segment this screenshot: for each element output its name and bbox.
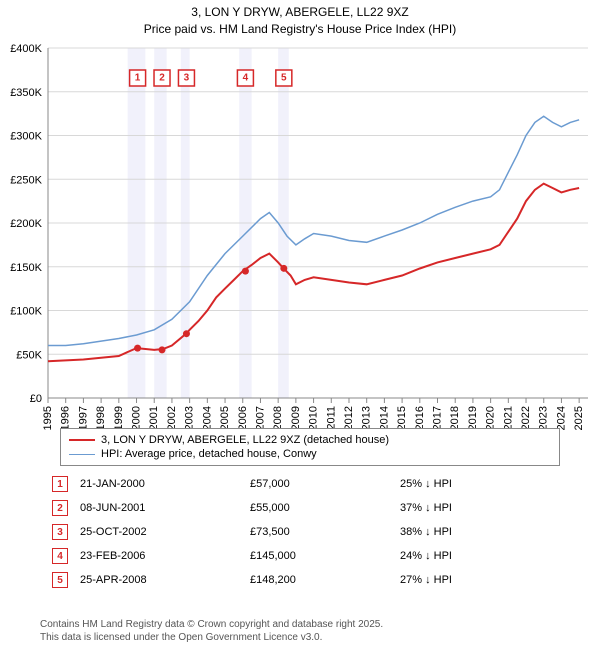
svg-text:2000: 2000 — [131, 406, 143, 430]
svg-text:2011: 2011 — [325, 406, 337, 430]
svg-text:2006: 2006 — [237, 406, 249, 430]
svg-text:2017: 2017 — [432, 406, 444, 430]
legend-swatch — [69, 454, 95, 455]
svg-text:2024: 2024 — [555, 406, 567, 430]
sale-vs-hpi: 27% ↓ HPI — [400, 574, 560, 586]
legend-label: HPI: Average price, detached house, Conw… — [101, 448, 317, 460]
sale-date: 23-FEB-2006 — [80, 550, 250, 562]
svg-text:2013: 2013 — [361, 406, 373, 430]
price-chart: £0 £50K £100K £150K £200K £250K £300K £350K £400… — [0, 38, 600, 458]
sale-date: 08-JUN-2001 — [80, 502, 250, 514]
sale-date: 25-OCT-2002 — [80, 526, 250, 538]
svg-text:£350K: £350K — [10, 86, 42, 98]
svg-text:£400K: £400K — [10, 43, 42, 55]
legend-item: HPI: Average price, detached house, Conw… — [69, 447, 551, 461]
svg-text:5: 5 — [281, 72, 287, 83]
title-line-2: Price paid vs. HM Land Registry's House … — [0, 21, 600, 38]
svg-text:2025: 2025 — [573, 406, 585, 430]
svg-text:£200K: £200K — [10, 218, 42, 230]
legend-swatch — [69, 439, 95, 441]
svg-text:1996: 1996 — [60, 406, 72, 430]
svg-text:1: 1 — [135, 72, 141, 83]
sale-price: £145,000 — [250, 550, 400, 562]
svg-text:£300K: £300K — [10, 130, 42, 142]
legend-label: 3, LON Y DRYW, ABERGELE, LL22 9XZ (detac… — [101, 434, 389, 446]
svg-text:4: 4 — [243, 72, 249, 83]
legend-item: 3, LON Y DRYW, ABERGELE, LL22 9XZ (detac… — [69, 433, 551, 447]
title-line-1: 3, LON Y DRYW, ABERGELE, LL22 9XZ — [0, 4, 600, 21]
svg-text:2005: 2005 — [219, 406, 231, 430]
chart-title: 3, LON Y DRYW, ABERGELE, LL22 9XZ Price … — [0, 0, 600, 38]
svg-text:£0: £0 — [30, 393, 42, 405]
svg-text:2009: 2009 — [290, 406, 302, 430]
svg-text:£250K: £250K — [10, 174, 42, 186]
table-row: 3 25-OCT-2002£73,50038% ↓ HPI — [40, 520, 560, 544]
svg-text:£100K: £100K — [10, 305, 42, 317]
svg-text:2001: 2001 — [148, 406, 160, 430]
svg-text:2023: 2023 — [538, 406, 550, 430]
svg-text:2003: 2003 — [184, 406, 196, 430]
svg-text:2010: 2010 — [308, 406, 320, 430]
chart-container: £0 £50K £100K £150K £200K £250K £300K £350K £400… — [0, 38, 600, 458]
sale-date: 25-APR-2008 — [80, 574, 250, 586]
footer-line-2: This data is licensed under the Open Gov… — [40, 631, 383, 644]
svg-text:2: 2 — [159, 72, 165, 83]
table-row: 2 08-JUN-2001£55,00037% ↓ HPI — [40, 496, 560, 520]
svg-text:2007: 2007 — [254, 406, 266, 430]
svg-text:2002: 2002 — [166, 406, 178, 430]
svg-text:1998: 1998 — [95, 406, 107, 430]
svg-text:£150K: £150K — [10, 261, 42, 273]
sale-vs-hpi: 25% ↓ HPI — [400, 478, 560, 490]
svg-text:2020: 2020 — [485, 406, 497, 430]
svg-text:2012: 2012 — [343, 406, 355, 430]
sale-vs-hpi: 38% ↓ HPI — [400, 526, 560, 538]
table-row: 4 23-FEB-2006£145,00024% ↓ HPI — [40, 544, 560, 568]
sale-price: £73,500 — [250, 526, 400, 538]
footer-attribution: Contains HM Land Registry data © Crown c… — [40, 618, 383, 644]
svg-text:2018: 2018 — [449, 406, 461, 430]
sale-price: £57,000 — [250, 478, 400, 490]
sale-vs-hpi: 37% ↓ HPI — [400, 502, 560, 514]
sales-table: 1 21-JAN-2000£57,00025% ↓ HPI 2 08-JUN-2001… — [40, 472, 560, 592]
sale-index-box: 4 — [52, 548, 68, 564]
sale-vs-hpi: 24% ↓ HPI — [400, 550, 560, 562]
table-row: 5 25-APR-2008£148,20027% ↓ HPI — [40, 568, 560, 592]
svg-text:2016: 2016 — [414, 406, 426, 430]
legend: 3, LON Y DRYW, ABERGELE, LL22 9XZ (detac… — [60, 428, 560, 466]
sale-index-box: 1 — [52, 476, 68, 492]
svg-text:2022: 2022 — [520, 406, 532, 430]
svg-text:2015: 2015 — [396, 406, 408, 430]
table-row: 1 21-JAN-2000£57,00025% ↓ HPI — [40, 472, 560, 496]
svg-text:1995: 1995 — [42, 406, 54, 430]
svg-text:1997: 1997 — [77, 406, 89, 430]
svg-text:2008: 2008 — [272, 406, 284, 430]
svg-text:£50K: £50K — [16, 349, 42, 361]
svg-text:3: 3 — [184, 72, 190, 83]
svg-text:2019: 2019 — [467, 406, 479, 430]
svg-text:1999: 1999 — [113, 406, 125, 430]
sale-price: £148,200 — [250, 574, 400, 586]
svg-text:2014: 2014 — [378, 406, 390, 430]
footer-line-1: Contains HM Land Registry data © Crown c… — [40, 618, 383, 631]
svg-text:2021: 2021 — [502, 406, 514, 430]
sale-index-box: 3 — [52, 524, 68, 540]
svg-text:2004: 2004 — [201, 406, 213, 430]
sale-index-box: 5 — [52, 572, 68, 588]
sale-index-box: 2 — [52, 500, 68, 516]
sale-date: 21-JAN-2000 — [80, 478, 250, 490]
sale-price: £55,000 — [250, 502, 400, 514]
